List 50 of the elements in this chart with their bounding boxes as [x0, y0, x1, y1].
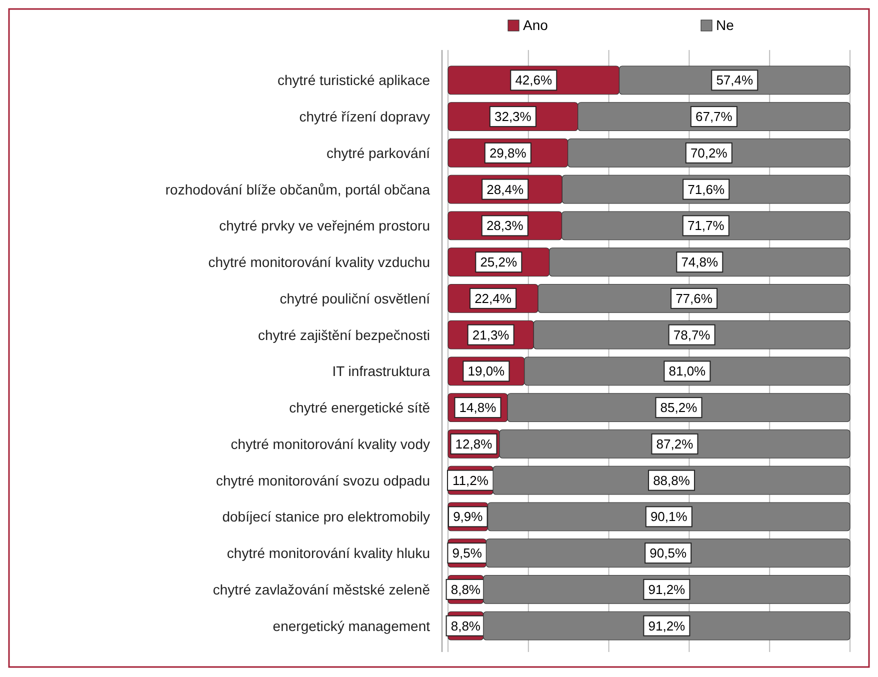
data-label: 11,2%: [452, 472, 489, 488]
data-label: 85,2%: [660, 400, 698, 416]
data-label: 71,6%: [688, 182, 725, 197]
data-label: 29,8%: [489, 145, 527, 160]
data-label: 42,6%: [515, 72, 552, 88]
data-label: 91,2%: [648, 582, 686, 597]
data-label: 9,5%: [452, 546, 482, 561]
data-label: 12,8%: [455, 436, 493, 452]
y-tick-label: chytré turistické aplikace: [277, 72, 430, 88]
data-label: 8,8%: [450, 582, 481, 597]
y-tick-label: chytré zavlažování městské zeleně: [212, 581, 430, 598]
data-label: 8,8%: [450, 618, 481, 634]
data-label: 87,2%: [656, 436, 694, 452]
y-tick-label: chytré parkování: [326, 144, 430, 161]
data-label: 21,3%: [472, 327, 510, 342]
y-tick-label: rozhodování blíže občanům, portál občana: [165, 181, 430, 198]
data-label: 14,8%: [459, 400, 497, 416]
data-label: 22,4%: [474, 290, 512, 306]
y-tick-label: chytré řízení dopravy: [299, 108, 430, 125]
data-label: 70,2%: [690, 145, 728, 160]
data-label: 9,9%: [453, 509, 484, 524]
data-label: 67,7%: [695, 109, 733, 124]
y-tick-label: chytré monitorování svozu odpadu: [216, 472, 430, 488]
legend-label: Ano: [523, 17, 548, 33]
data-label: 81,0%: [668, 364, 706, 379]
data-label: 88,8%: [653, 472, 690, 488]
y-tick-label: chytré energetické sítě: [289, 400, 430, 416]
legend-label: Ne: [716, 17, 734, 33]
data-label: 77,6%: [676, 290, 713, 306]
data-label: 90,1%: [650, 509, 688, 524]
data-label: 28,4%: [486, 182, 524, 197]
y-tick-label: IT infrastruktura: [332, 363, 430, 380]
y-tick-label: chytré zajištění bezpečnosti: [258, 326, 430, 343]
data-label: 19,0%: [468, 364, 506, 379]
y-tick-label: chytré monitorování kvality hluku: [226, 545, 430, 562]
data-label: 91,2%: [648, 618, 686, 634]
data-label: 57,4%: [716, 72, 754, 88]
data-label: 28,3%: [486, 218, 524, 234]
data-label: 32,3%: [494, 109, 532, 124]
data-label: 78,7%: [673, 327, 711, 342]
data-label: 71,7%: [687, 218, 725, 234]
y-tick-label: dobíjecí stanice pro elektromobily: [222, 508, 430, 525]
data-label: 74,8%: [681, 254, 719, 270]
data-label: 25,2%: [480, 254, 518, 270]
y-tick-label: chytré pouliční osvětlení: [280, 290, 430, 306]
y-tick-label: energetický management: [272, 618, 430, 634]
data-label: 90,5%: [650, 546, 687, 561]
y-tick-label: chytré monitorování kvality vody: [230, 436, 430, 452]
y-tick-label: chytré prvky ve veřejném prostoru: [219, 218, 430, 234]
y-tick-label: chytré monitorování kvality vzduchu: [208, 254, 430, 270]
